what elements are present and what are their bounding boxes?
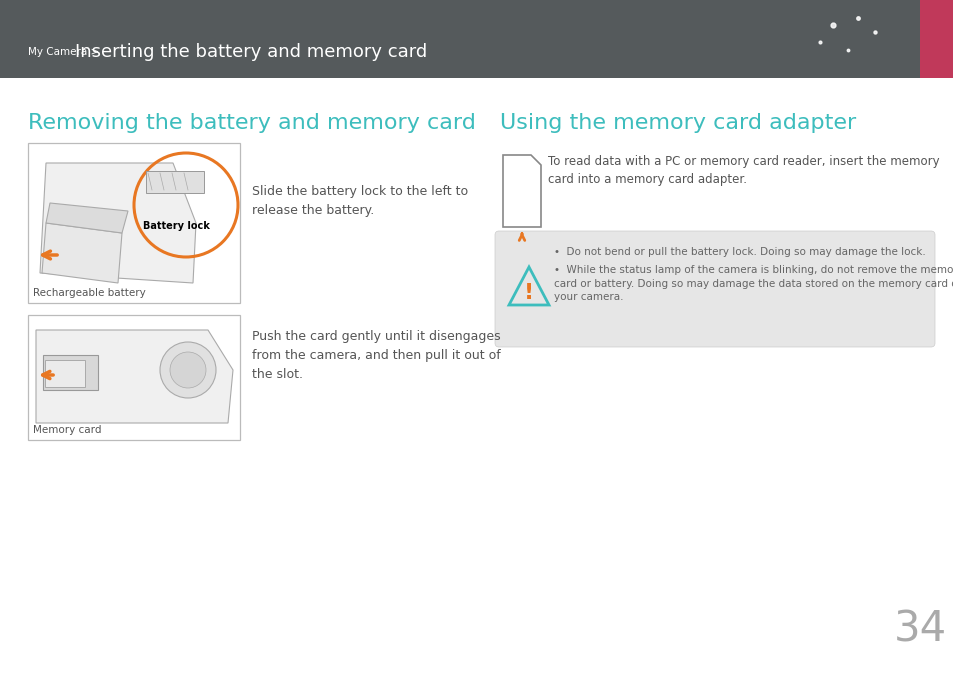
Polygon shape	[36, 330, 233, 423]
Text: •  Do not bend or pull the battery lock. Doing so may damage the lock.: • Do not bend or pull the battery lock. …	[554, 247, 924, 257]
Text: Inserting the battery and memory card: Inserting the battery and memory card	[75, 43, 427, 61]
FancyBboxPatch shape	[43, 355, 98, 390]
Text: Removing the battery and memory card: Removing the battery and memory card	[28, 113, 476, 133]
FancyBboxPatch shape	[0, 0, 953, 78]
FancyBboxPatch shape	[28, 143, 240, 303]
Text: Rechargeable battery: Rechargeable battery	[33, 288, 146, 298]
Text: 34: 34	[893, 608, 945, 650]
Polygon shape	[46, 203, 128, 233]
Polygon shape	[40, 163, 195, 283]
Polygon shape	[42, 223, 122, 283]
FancyBboxPatch shape	[45, 360, 85, 387]
Polygon shape	[502, 155, 540, 227]
Text: Slide the battery lock to the left to
release the battery.: Slide the battery lock to the left to re…	[252, 185, 468, 217]
Text: Push the card gently until it disengages
from the camera, and then pull it out o: Push the card gently until it disengages…	[252, 330, 500, 381]
Polygon shape	[511, 235, 533, 267]
Text: To read data with a PC or memory card reader, insert the memory
card into a memo: To read data with a PC or memory card re…	[547, 155, 939, 186]
Circle shape	[170, 352, 206, 388]
FancyBboxPatch shape	[28, 315, 240, 440]
Text: •  While the status lamp of the camera is blinking, do not remove the memory
car: • While the status lamp of the camera is…	[554, 265, 953, 302]
FancyBboxPatch shape	[919, 0, 953, 78]
Text: !: !	[523, 283, 534, 303]
FancyBboxPatch shape	[495, 231, 934, 347]
Text: Using the memory card adapter: Using the memory card adapter	[499, 113, 856, 133]
Text: Battery lock: Battery lock	[142, 221, 210, 231]
FancyBboxPatch shape	[146, 171, 204, 193]
Text: Memory card: Memory card	[33, 425, 101, 435]
Text: My Camera >: My Camera >	[28, 47, 102, 57]
Circle shape	[160, 342, 215, 398]
